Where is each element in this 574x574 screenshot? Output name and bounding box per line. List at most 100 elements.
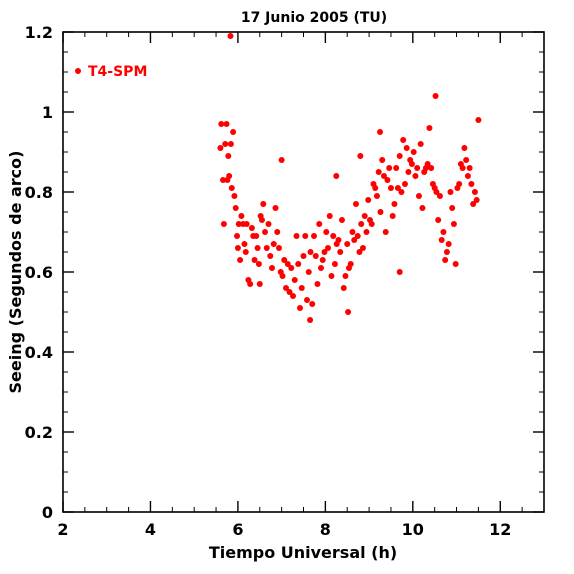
y-tick-label: 0.6 [25,263,53,282]
data-point [447,189,454,195]
data-point [375,169,382,175]
data-point [237,257,244,263]
data-point [238,213,245,219]
data-point [352,201,359,207]
data-point [262,229,269,235]
data-point [251,257,258,263]
data-point [267,253,274,259]
y-tick-label: 0.2 [25,423,53,442]
data-point [314,281,321,287]
data-point [372,185,379,191]
data-point [272,205,279,211]
data-point [307,317,314,323]
data-point [449,205,456,211]
data-point [254,245,261,251]
legend: T4-SPM [75,64,147,80]
data-point [438,237,445,243]
data-point [234,233,241,239]
data-point [456,181,463,187]
data-point [217,145,224,151]
data-point [345,309,352,315]
data-point [351,237,358,243]
data-point [403,145,410,151]
data-point [270,241,277,247]
data-point [471,189,478,195]
data-point [338,217,345,223]
data-point [440,229,447,235]
data-point [400,137,407,143]
data-point [297,305,304,311]
data-point [461,145,468,151]
data-point [300,253,307,259]
data-point [230,129,237,135]
data-point [281,257,288,263]
data-point [380,173,387,179]
data-point [303,297,310,303]
data-point [389,213,396,219]
data-point [396,153,403,159]
data-point [333,173,340,179]
data-point [428,165,435,171]
x-tick-label: 6 [232,520,243,539]
data-point [283,285,290,291]
data-point [220,221,227,227]
data-point [295,261,302,267]
data-point [241,241,248,247]
x-tick-label: 12 [489,520,511,539]
legend-label: T4-SPM [88,64,147,80]
y-axis-ticks [63,31,544,513]
data-point [222,141,229,147]
data-point [426,125,433,131]
y-tick-label: 0.4 [25,343,53,362]
data-point [414,165,421,171]
data-point [335,237,342,243]
data-point [442,257,449,263]
data-point [319,257,326,263]
data-point [344,241,351,247]
data-point [432,93,439,99]
data-point [436,193,443,199]
data-point [218,121,225,127]
data-point [321,249,328,255]
data-point [359,245,366,251]
data-point [361,213,368,219]
data-point [263,245,270,251]
data-point [247,281,254,287]
data-point [401,181,408,187]
data-point [274,229,281,235]
x-tick-label: 2 [57,520,68,539]
data-point [349,229,356,235]
data-point [253,233,260,239]
chart-title: 17 Junio 2005 (TU) [241,10,387,26]
legend-marker [75,68,81,74]
data-point [466,165,473,171]
data-point [312,253,319,259]
data-point [227,141,234,147]
y-axis-tick-labels: 0 0.2 0.4 0.6 0.8 1 1.2 [25,23,53,522]
data-point [269,265,276,271]
data-point [226,173,233,179]
data-point [408,161,415,167]
plot-frame [62,31,545,513]
data-point [310,233,317,239]
x-axis-title: Tiempo Universal (h) [209,543,397,562]
data-point [242,249,249,255]
data-point [463,157,470,163]
data-point [326,213,333,219]
data-point [258,217,265,223]
y-tick-label: 1.2 [25,23,53,42]
data-point [298,285,305,291]
data-point [288,265,295,271]
data-point [424,161,431,167]
data-point [386,165,393,171]
data-point [323,229,330,235]
data-point [340,285,347,291]
data-point [398,189,405,195]
data-point [417,141,424,147]
data-point [354,233,361,239]
data-point [363,229,370,235]
data-point [347,261,354,267]
data-point [464,173,471,179]
data-point [368,221,375,227]
